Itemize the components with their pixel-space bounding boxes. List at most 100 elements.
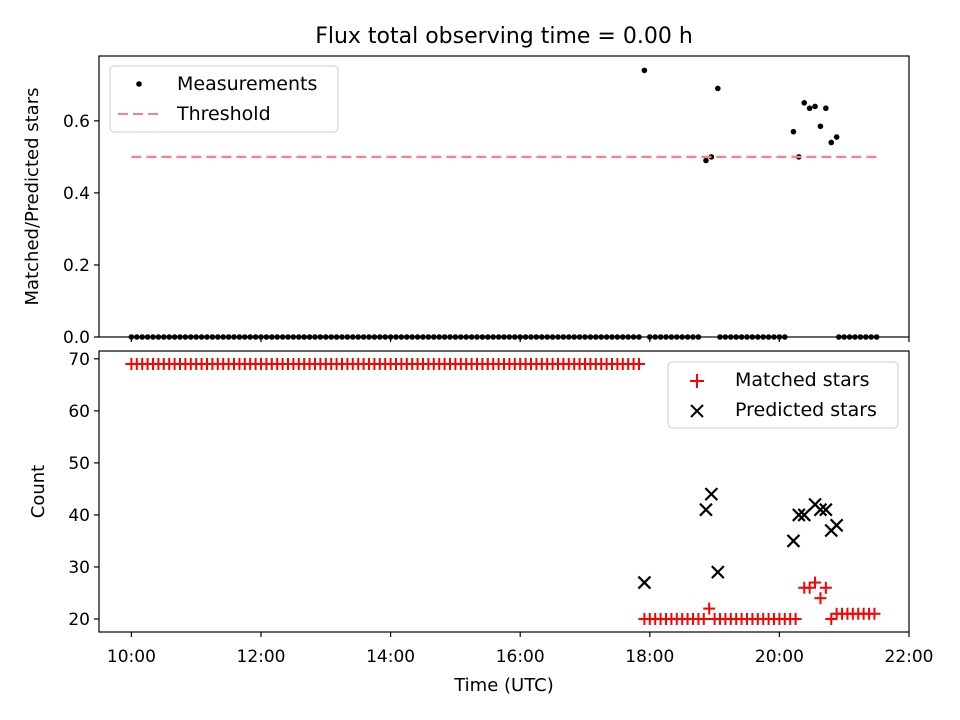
measurement-point xyxy=(657,334,664,340)
bottom-legend: Matched stars Predicted stars xyxy=(667,361,899,429)
measurement-point xyxy=(431,334,437,340)
y-tick-label: 0.0 xyxy=(63,328,90,348)
measurement-point xyxy=(765,334,772,340)
measurement-point xyxy=(863,334,869,340)
measurement-point xyxy=(344,334,351,340)
x-tick-label: 16:00 xyxy=(496,647,545,667)
measurement-point xyxy=(279,334,286,340)
legend-x-marker xyxy=(690,404,704,418)
measurement-point xyxy=(301,334,308,340)
measurement-point xyxy=(517,334,523,340)
measurement-point xyxy=(312,334,318,340)
measurement-point xyxy=(836,334,842,340)
measurement-point xyxy=(155,334,162,340)
measurement-point xyxy=(247,334,253,340)
y-tick-label: 0.6 xyxy=(63,112,90,132)
measurement-point xyxy=(285,334,291,340)
measurement-point xyxy=(614,334,621,340)
measurement-point xyxy=(350,334,356,340)
y-tick-label: 0.2 xyxy=(63,256,90,276)
matched-stars-point xyxy=(868,607,881,620)
x-b xyxy=(637,575,652,590)
measurement-point xyxy=(728,334,734,340)
top-legend: Measurements Threshold xyxy=(109,65,339,133)
measurement-point xyxy=(868,334,874,340)
x-b xyxy=(786,534,801,548)
measurement-point xyxy=(620,334,626,340)
predicted-stars-point xyxy=(711,565,725,579)
measurement-point xyxy=(474,334,480,340)
x-b xyxy=(829,518,844,533)
measurement-point xyxy=(560,334,567,340)
measurement-point xyxy=(539,334,545,340)
measurement-point xyxy=(738,334,745,340)
measurement-point xyxy=(490,334,497,340)
x-b xyxy=(792,508,806,522)
measurement-point xyxy=(636,334,642,340)
measurement-point xyxy=(188,334,194,340)
measurement-point xyxy=(258,334,264,340)
measurement-point xyxy=(441,334,448,340)
legend-dot-marker xyxy=(136,81,142,87)
y-axis-label: Count xyxy=(28,465,49,518)
measurement-point xyxy=(823,105,829,112)
measurement-point xyxy=(306,334,313,340)
y-tick-label: 40 xyxy=(68,506,90,526)
bottom-panel: 10:00 12:00 14:00 16:00 18:00 20:00 22:00 20 30 4… xyxy=(28,350,934,696)
measurement-point xyxy=(231,334,237,340)
measurement-point xyxy=(128,334,135,340)
measurement-point xyxy=(339,334,345,340)
y-tick-label: 70 xyxy=(68,350,90,370)
measurement-point xyxy=(652,334,658,340)
measurement-point xyxy=(269,334,275,340)
measurement-point xyxy=(371,334,378,340)
measurement-point xyxy=(582,334,588,340)
measurement-point xyxy=(161,334,167,340)
measurement-point xyxy=(360,334,367,340)
measurement-point xyxy=(420,334,426,340)
x-tick-label: 10:00 xyxy=(107,647,156,667)
measurement-point xyxy=(668,334,675,340)
legend-label-matched: Matched stars xyxy=(735,369,869,391)
x-b xyxy=(797,508,812,522)
x-b xyxy=(813,502,828,517)
measurement-point xyxy=(447,334,453,340)
measurement-point xyxy=(733,334,739,340)
measurement-point xyxy=(722,334,729,340)
x-tick-label: 18:00 xyxy=(625,647,674,667)
measurement-point xyxy=(501,334,507,340)
x-tick-label: 22:00 xyxy=(885,647,934,667)
measurement-point xyxy=(220,334,226,340)
measurement-point xyxy=(679,334,685,340)
measurement-point xyxy=(544,334,550,340)
measurement-point xyxy=(317,334,324,340)
measurement-point xyxy=(760,334,766,340)
measurement-point xyxy=(366,334,372,340)
measurement-point xyxy=(215,334,221,340)
measurement-point xyxy=(236,334,243,340)
measurement-point xyxy=(144,334,151,340)
measurement-point xyxy=(598,334,604,340)
measurement-point xyxy=(177,334,183,340)
predicted-stars-point xyxy=(704,487,719,501)
predicted-stars-point xyxy=(792,508,806,522)
measurement-point xyxy=(852,334,858,340)
measurement-point xyxy=(414,334,421,340)
predicted-stars-point xyxy=(829,518,844,533)
measurement-point xyxy=(744,334,750,340)
y-tick-label: 0.4 xyxy=(63,184,90,204)
measurement-point xyxy=(663,334,669,340)
measurement-point xyxy=(209,334,216,340)
legend-label-measurements: Measurements xyxy=(177,73,317,95)
matched-stars-point xyxy=(697,612,710,625)
measurement-point xyxy=(566,334,572,340)
matched-stars-point xyxy=(703,602,716,615)
measurement-point xyxy=(609,334,615,340)
measurement-point xyxy=(801,100,808,106)
predicted-stars-point xyxy=(637,575,652,590)
measurement-point xyxy=(593,334,599,340)
measurement-point xyxy=(771,334,777,340)
measurement-point xyxy=(479,334,486,340)
measurement-point xyxy=(377,334,383,340)
measurement-point xyxy=(225,334,232,340)
